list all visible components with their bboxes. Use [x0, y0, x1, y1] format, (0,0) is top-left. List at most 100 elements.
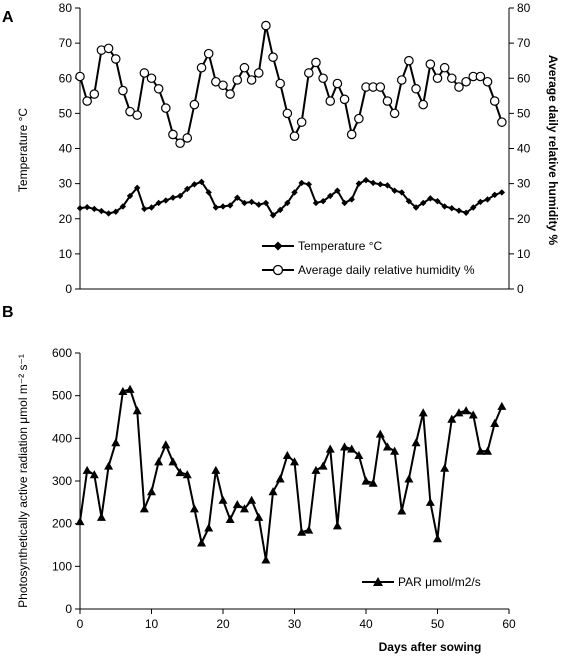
- y-tick-label: 50: [59, 106, 73, 120]
- humidity-point: [153, 83, 164, 94]
- temperature-point: [412, 204, 420, 211]
- y2-tick-label: 80: [517, 1, 531, 15]
- humidity-series-line: [79, 25, 503, 145]
- temperature-point: [477, 198, 484, 206]
- humidity-point: [296, 117, 307, 127]
- y-tick-label: 300: [52, 474, 72, 488]
- y2-tick-label: 0: [517, 282, 524, 296]
- par-point: [125, 384, 135, 393]
- y-tick-label: 400: [52, 431, 72, 445]
- y-tick-label: 100: [52, 559, 72, 573]
- par-point: [461, 406, 471, 415]
- temperature-point: [105, 210, 112, 217]
- y-tick-label: 30: [59, 177, 73, 191]
- temperature-point: [291, 189, 298, 196]
- panel-a-y2-ticks: 0 10 20 30 40 50 60 70 80: [509, 1, 531, 296]
- temperature-point: [269, 212, 277, 219]
- par-point: [382, 442, 392, 451]
- humidity-point: [475, 71, 486, 82]
- humidity-point: [497, 117, 507, 127]
- panel-b-x-ticks: 0 10 20 30 40 50 60: [77, 609, 516, 631]
- humidity-point: [225, 89, 235, 99]
- humidity-point: [161, 103, 171, 113]
- y-tick-label: 10: [59, 247, 73, 261]
- humidity-point: [203, 48, 214, 59]
- temperature-point: [391, 187, 398, 194]
- y2-tick-label: 10: [517, 247, 531, 261]
- par-point: [82, 465, 92, 474]
- y-tick-label: 80: [59, 1, 73, 15]
- temperature-point: [277, 206, 284, 214]
- panel-a-series: [75, 20, 507, 219]
- par-point: [311, 465, 321, 474]
- temperature-point: [448, 205, 455, 212]
- humidity-point: [411, 83, 421, 94]
- temperature-point: [112, 208, 119, 215]
- humidity-point: [389, 108, 400, 119]
- panel-b-legend: PAR μmol/m2/s: [362, 575, 481, 589]
- par-point: [332, 521, 342, 530]
- y2-tick-label: 30: [517, 177, 531, 191]
- temperature-point: [427, 195, 434, 202]
- temperature-point: [219, 203, 227, 210]
- par-point: [247, 495, 257, 504]
- par-point: [197, 538, 207, 547]
- temperature-point: [91, 205, 98, 213]
- humidity-point: [175, 138, 185, 149]
- par-point: [497, 401, 507, 410]
- par-point: [132, 406, 142, 415]
- humidity-point: [218, 80, 228, 91]
- humidity-point: [261, 20, 271, 31]
- humidity-point: [461, 76, 471, 87]
- par-point: [75, 517, 85, 526]
- panel-b: B 0 100 200 300 400 500 600 0 10 20 30 40 50 60 Phot…: [2, 304, 516, 654]
- x-tick-label: 20: [216, 617, 230, 631]
- temperature-point: [134, 184, 141, 192]
- temperature-point: [334, 187, 341, 194]
- par-point: [318, 461, 328, 470]
- temperature-point: [169, 194, 177, 201]
- par-point: [304, 525, 314, 534]
- par-series-line: [79, 388, 503, 561]
- legend-temperature-marker: [273, 241, 283, 251]
- y-tick-label: 20: [59, 212, 73, 226]
- humidity-point: [318, 73, 328, 84]
- temperature-point: [119, 203, 127, 210]
- temperature-point: [341, 199, 348, 207]
- par-point: [147, 487, 156, 496]
- par-point: [118, 386, 128, 395]
- humidity-point: [382, 96, 393, 106]
- par-point: [189, 504, 199, 513]
- temperature-point: [348, 196, 355, 203]
- par-point: [361, 476, 371, 485]
- par-point: [204, 523, 214, 532]
- temperature-point: [462, 209, 470, 216]
- par-point: [96, 512, 106, 521]
- par-point: [154, 457, 164, 466]
- temperature-point: [305, 181, 312, 188]
- humidity-point: [132, 110, 142, 120]
- temperature-point: [384, 182, 391, 189]
- legend-humidity-marker: [272, 264, 284, 276]
- humidity-point: [110, 54, 121, 64]
- x-tick-label: 0: [77, 617, 84, 631]
- humidity-point: [232, 75, 243, 85]
- par-point: [182, 470, 192, 479]
- x-tick-label: 50: [431, 617, 445, 631]
- temperature-point: [377, 181, 384, 188]
- y-tick-label: 600: [52, 346, 72, 360]
- par-point: [340, 442, 350, 451]
- temperature-point: [148, 204, 155, 211]
- temperature-point: [455, 207, 463, 214]
- par-point: [239, 504, 249, 513]
- par-point: [468, 410, 478, 419]
- par-point: [447, 414, 457, 423]
- par-point: [433, 534, 442, 543]
- par-point: [282, 450, 292, 459]
- humidity-point: [268, 52, 278, 62]
- humidity-point: [189, 99, 200, 110]
- humidity-point: [404, 55, 414, 66]
- par-point: [375, 429, 385, 438]
- humidity-point: [446, 73, 457, 84]
